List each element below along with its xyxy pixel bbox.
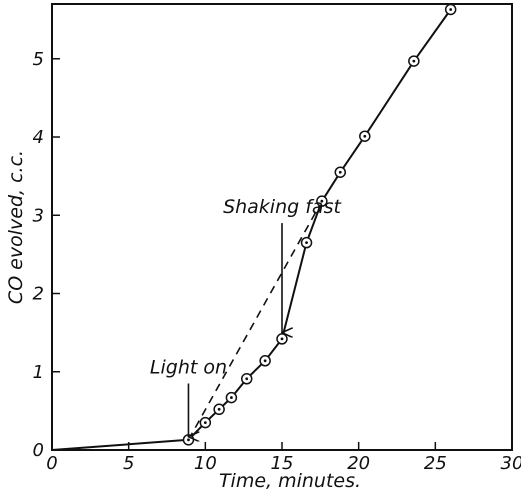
- data-point-center: [263, 359, 267, 363]
- y-axis-label: CO evolved, c.c.: [5, 150, 27, 304]
- y-tick-label: 5: [33, 49, 44, 70]
- x-tick-label: 20: [347, 453, 370, 474]
- data-point-center: [305, 241, 308, 245]
- data-point-center: [203, 421, 207, 425]
- x-tick-label: 25: [424, 453, 447, 474]
- x-tick-label: 10: [194, 453, 217, 474]
- x-tick-label: 0: [46, 453, 57, 474]
- y-tick-label: 1: [33, 362, 44, 383]
- x-axis-label: Time, minutes.: [219, 470, 361, 492]
- data-point-center: [449, 8, 453, 11]
- y-tick-label: 2: [33, 284, 44, 305]
- data-point-center: [363, 134, 367, 138]
- co-evolved-series-line: [51, 8, 452, 451]
- data-point-center: [217, 407, 221, 411]
- x-tick-label: 30: [501, 453, 521, 474]
- y-tick-label: 0: [33, 440, 44, 461]
- dashed-extrapolation-line: [187, 200, 323, 441]
- x-tick-label: 15: [271, 453, 294, 474]
- data-point-center: [412, 59, 416, 63]
- x-tick-label: 5: [123, 453, 134, 474]
- data-point-center: [280, 337, 284, 341]
- data-point-center: [230, 396, 233, 399]
- data-point-center: [187, 438, 190, 442]
- y-tick-label: 4: [33, 127, 44, 148]
- data-point-center: [320, 199, 324, 203]
- data-point-center: [245, 377, 249, 381]
- annotation-label: Shaking fast: [223, 196, 342, 218]
- data-point-center: [338, 170, 342, 174]
- y-tick-label: 3: [33, 205, 44, 226]
- annotation-label: Light on: [150, 356, 227, 378]
